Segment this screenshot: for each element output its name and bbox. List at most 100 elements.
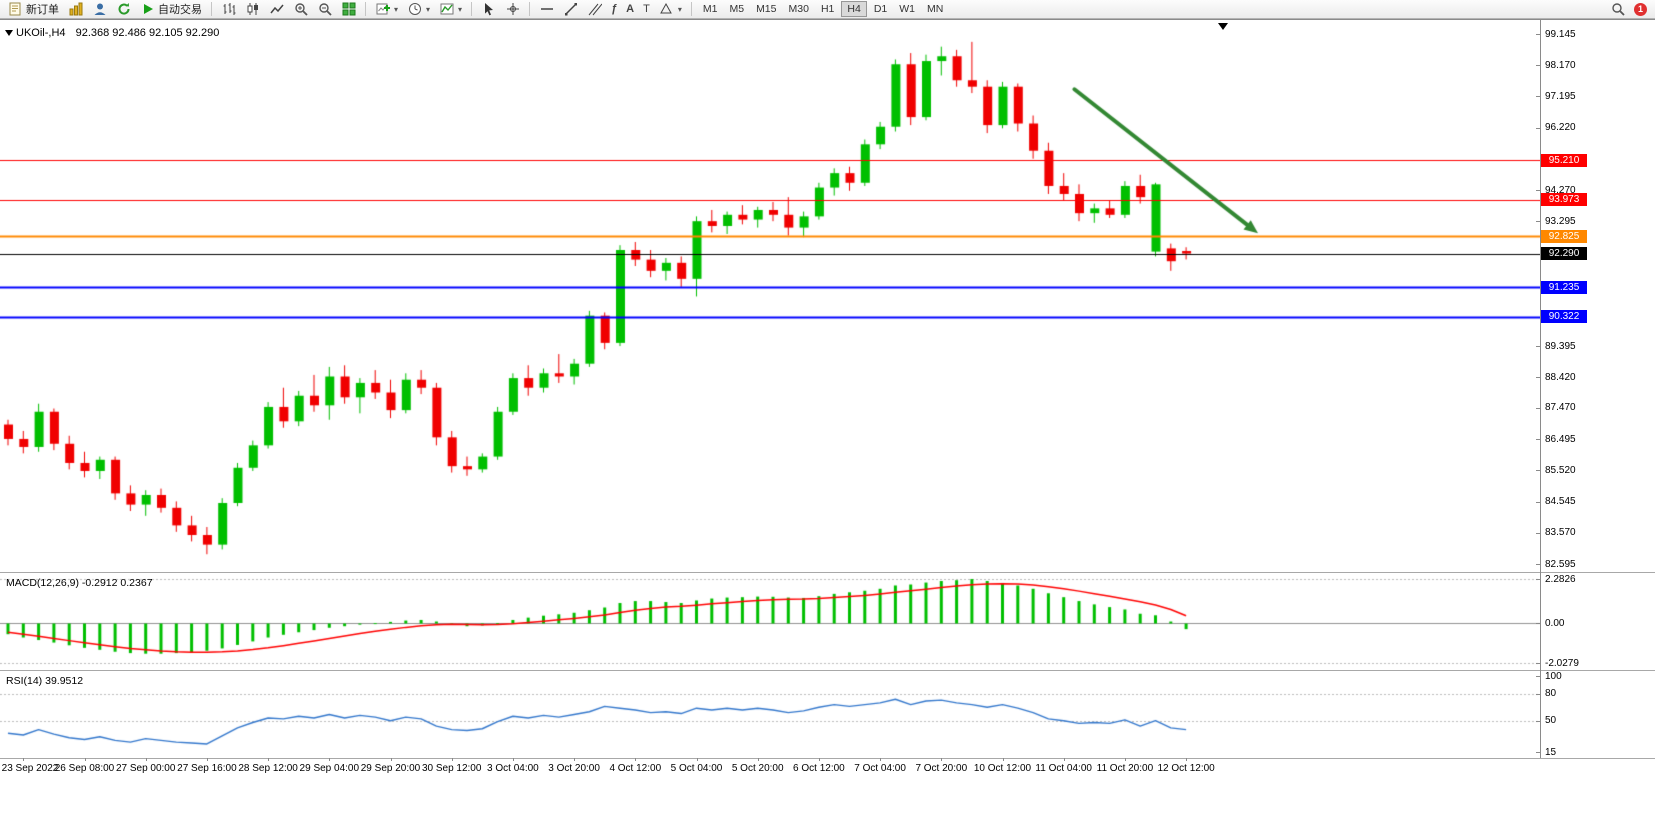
price-axis-label: 96.220 bbox=[1545, 122, 1576, 134]
timeframe-button-m15[interactable]: M15 bbox=[756, 3, 777, 15]
chart-shift-marker[interactable] bbox=[1218, 23, 1228, 30]
rsi-panel-canvas[interactable] bbox=[0, 672, 1540, 757]
axis-tick bbox=[513, 758, 514, 761]
cursor-button[interactable] bbox=[477, 1, 500, 18]
shapes-button[interactable]: ▾ bbox=[655, 1, 686, 18]
date-axis-label: 27 Sep 00:00 bbox=[115, 763, 176, 774]
main-chart-canvas[interactable] bbox=[0, 21, 1540, 571]
tile-windows-button[interactable] bbox=[337, 1, 360, 18]
axis-tick bbox=[1536, 221, 1540, 222]
toolbar-separator bbox=[471, 2, 473, 16]
price-axis-border bbox=[1540, 20, 1541, 758]
equidistant-channel-button[interactable] bbox=[583, 1, 606, 18]
rsi-indicator-label: RSI(14) 39.9512 bbox=[6, 675, 83, 687]
axis-tick bbox=[1536, 721, 1540, 722]
panel-divider[interactable] bbox=[0, 670, 1655, 671]
axis-tick bbox=[1536, 533, 1540, 534]
zoom-in-icon bbox=[293, 2, 308, 17]
axis-tick bbox=[329, 758, 330, 761]
price-level-badge: 92.290 bbox=[1541, 247, 1587, 261]
candlestick-chart-button[interactable] bbox=[241, 1, 264, 18]
price-axis-label: 89.395 bbox=[1545, 340, 1576, 352]
macd-signal-value: 0.2367 bbox=[120, 577, 153, 589]
new-chart-button[interactable]: ▾ bbox=[371, 1, 402, 18]
price-axis-label: 83.570 bbox=[1545, 527, 1576, 539]
rsi-axis-label: 100 bbox=[1545, 670, 1562, 682]
text-tool-button[interactable]: A bbox=[622, 1, 638, 18]
bar-chart-button[interactable] bbox=[217, 1, 240, 18]
price-axis-label: 93.295 bbox=[1545, 215, 1576, 227]
profile-icon bbox=[92, 2, 107, 17]
line-chart-icon bbox=[269, 2, 284, 17]
axis-tick bbox=[1003, 758, 1004, 761]
date-axis-label: 29 Sep 04:00 bbox=[299, 763, 360, 774]
timeframe-toolbar: M1 M5 M15 M30 H1 H4 D1 W1 MN bbox=[697, 1, 949, 17]
axis-tick bbox=[1536, 34, 1540, 35]
macd-name: MACD(12,26,9) bbox=[6, 577, 79, 589]
timeframe-button-d1[interactable]: D1 bbox=[873, 3, 888, 15]
fibonacci-icon: ƒ bbox=[611, 2, 618, 15]
cursor-icon bbox=[481, 2, 496, 17]
period-button[interactable]: ▾ bbox=[403, 1, 434, 18]
date-axis[interactable]: 23 Sep 2022 26 Sep 08:00 27 Sep 00:00 27 Se… bbox=[0, 758, 1540, 788]
macd-axis-label: 0.00 bbox=[1545, 617, 1565, 629]
shapes-icon bbox=[659, 2, 674, 17]
price-axis-label: 82.595 bbox=[1545, 558, 1576, 570]
zoom-out-button[interactable] bbox=[313, 1, 336, 18]
timeframe-button-h4[interactable]: H4 bbox=[841, 1, 867, 17]
crosshair-button[interactable] bbox=[501, 1, 524, 18]
date-axis-label: 27 Sep 16:00 bbox=[177, 763, 237, 774]
one-click-trading-toggle[interactable] bbox=[5, 30, 13, 36]
ohlc-bars-icon bbox=[221, 2, 236, 17]
timeframe-button-m1[interactable]: M1 bbox=[702, 3, 718, 15]
notification-badge[interactable]: 1 bbox=[1634, 2, 1647, 16]
date-axis-label: 4 Oct 12:00 bbox=[609, 763, 662, 774]
axis-tick bbox=[1536, 377, 1540, 378]
indicators-button[interactable]: ▾ bbox=[435, 1, 466, 18]
axis-tick bbox=[1064, 758, 1065, 761]
refresh-button[interactable] bbox=[112, 1, 135, 18]
horizontal-line-button[interactable] bbox=[535, 1, 558, 18]
fibonacci-button[interactable]: ƒ bbox=[607, 1, 621, 18]
price-axis-label: 88.420 bbox=[1545, 371, 1576, 383]
date-axis-label: 6 Oct 12:00 bbox=[793, 763, 845, 774]
timeframe-button-mn[interactable]: MN bbox=[927, 3, 944, 15]
timeframe-button-h1[interactable]: H1 bbox=[820, 3, 835, 15]
search-button[interactable] bbox=[1606, 1, 1629, 18]
axis-tick bbox=[452, 758, 453, 761]
autotrading-button[interactable]: 自动交易 bbox=[136, 1, 206, 18]
chevron-down-icon: ▾ bbox=[458, 4, 463, 14]
date-axis-label: 29 Sep 20:00 bbox=[360, 763, 421, 774]
charts-button[interactable] bbox=[64, 1, 87, 18]
axis-tick bbox=[391, 758, 392, 761]
clock-icon bbox=[407, 2, 422, 17]
rsi-axis-label: 50 bbox=[1545, 715, 1557, 727]
toolbar-separator bbox=[690, 2, 692, 16]
toolbar-separator bbox=[365, 2, 366, 16]
line-chart-button[interactable] bbox=[265, 1, 288, 18]
macd-panel-canvas[interactable] bbox=[0, 574, 1540, 669]
chart-ohlc-values: 92.368 92.486 92.105 92.290 bbox=[75, 27, 220, 39]
axis-tick bbox=[1536, 694, 1540, 695]
axis-tick bbox=[1536, 128, 1540, 129]
tile-windows-icon bbox=[341, 2, 356, 17]
axis-tick bbox=[1536, 470, 1540, 471]
price-axis[interactable]: 99.145 98.170 97.195 96.220 94.270 93.295 89.3… bbox=[1536, 20, 1655, 760]
axis-tick bbox=[1536, 346, 1540, 347]
new-order-button[interactable]: 新订单 bbox=[4, 1, 63, 18]
price-axis-label: 97.195 bbox=[1545, 90, 1576, 102]
axis-tick bbox=[819, 758, 820, 761]
timeframe-button-m5[interactable]: M5 bbox=[729, 3, 745, 15]
zoom-in-button[interactable] bbox=[289, 1, 312, 18]
rsi-axis-label: 15 bbox=[1545, 746, 1557, 758]
chevron-down-icon: ▾ bbox=[677, 4, 682, 14]
chevron-down-icon: ▾ bbox=[394, 4, 399, 14]
date-axis-label: 23 Sep 2022 bbox=[1, 763, 59, 774]
accounts-button[interactable] bbox=[88, 1, 111, 18]
timeframe-button-m30[interactable]: M30 bbox=[788, 3, 809, 15]
timeframe-button-w1[interactable]: W1 bbox=[899, 3, 915, 15]
rsi-axis-label: 80 bbox=[1545, 688, 1557, 700]
panel-divider[interactable] bbox=[0, 572, 1655, 573]
trendline-button[interactable] bbox=[559, 1, 582, 18]
label-tool-button[interactable]: T bbox=[639, 1, 654, 18]
